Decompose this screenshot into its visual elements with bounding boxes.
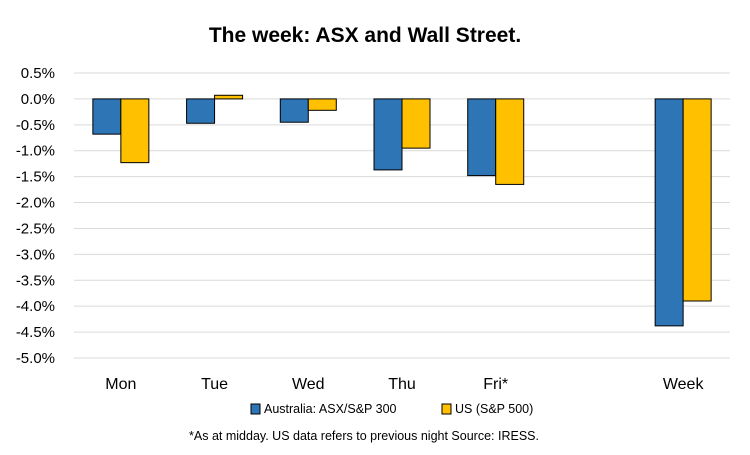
bar-australia-wed xyxy=(279,98,309,123)
y-tick-label: -1.0% xyxy=(16,143,55,160)
legend-swatch-australia xyxy=(250,403,261,415)
legend-label-us: US (S&P 500) xyxy=(455,402,533,416)
bar-australia-week xyxy=(654,98,684,327)
legend-swatch-us xyxy=(441,403,452,415)
category-label: Tue xyxy=(201,376,228,393)
category-label: Mon xyxy=(105,376,136,393)
bar-australia-tue xyxy=(186,98,216,124)
x-axis-category-labels: Mon Tue Wed Thu Fri* Week xyxy=(105,376,704,393)
bars xyxy=(92,94,712,327)
y-tick-label: -0.5% xyxy=(16,117,55,134)
y-tick-label: 0.5% xyxy=(21,65,55,82)
legend-label-australia: Australia: ASX/S&P 300 xyxy=(264,402,397,416)
bar-us-week xyxy=(682,98,712,302)
legend: Australia: ASX/S&P 300 US (S&P 500) xyxy=(250,402,533,416)
y-axis-tick-labels: 0.5% 0.0% -0.5% -1.0% -1.5% -2.0% -2.5% -3.0% -3… xyxy=(16,65,55,367)
bar-us-fri xyxy=(495,98,525,185)
gridlines xyxy=(74,72,730,359)
bar-australia-fri xyxy=(467,98,497,177)
chart-title: The week: ASX and Wall Street. xyxy=(209,24,521,47)
bar-australia-thu xyxy=(373,98,403,171)
y-tick-label: -5.0% xyxy=(16,350,55,367)
footnote: *As at midday. US data refers to previou… xyxy=(189,429,539,443)
y-tick-label: -3.0% xyxy=(16,246,55,263)
bar-us-tue xyxy=(214,94,244,100)
category-label: Thu xyxy=(388,376,416,393)
category-label: Week xyxy=(663,376,705,393)
y-tick-label: -3.5% xyxy=(16,272,55,289)
y-tick-label: -1.5% xyxy=(16,169,55,186)
y-tick-label: -2.5% xyxy=(16,220,55,237)
y-tick-label: -2.0% xyxy=(16,195,55,212)
y-tick-label: 0.0% xyxy=(21,91,55,108)
bar-australia-mon xyxy=(92,98,122,135)
y-tick-label: -4.0% xyxy=(16,298,55,315)
category-label: Wed xyxy=(292,376,325,393)
y-tick-label: -4.5% xyxy=(16,324,55,341)
category-label: Fri* xyxy=(483,376,508,393)
bar-us-wed xyxy=(307,98,337,111)
bar-us-mon xyxy=(120,98,150,164)
bar-us-thu xyxy=(401,98,431,149)
